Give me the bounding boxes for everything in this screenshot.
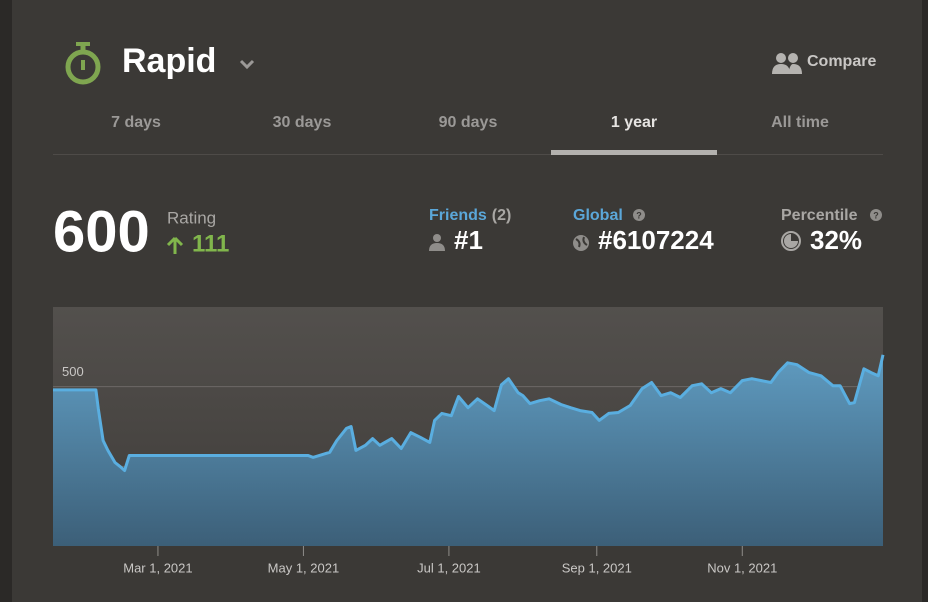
friends-rank: #1 [454, 225, 483, 255]
friends-label[interactable]: Friends [429, 207, 487, 224]
mode-title[interactable]: Rapid [122, 42, 216, 80]
help-icon[interactable]: ? [870, 209, 882, 221]
x-tick-label: May 1, 2021 [268, 560, 340, 575]
global-label[interactable]: Global [573, 207, 623, 224]
x-tick-label: Jul 1, 2021 [417, 560, 481, 575]
rapid-icon [65, 42, 101, 85]
x-tick-label: Nov 1, 2021 [707, 560, 777, 575]
rating-label: Rating [167, 208, 216, 227]
period-tab[interactable]: 30 days [273, 114, 332, 131]
period-tab[interactable]: All time [771, 114, 829, 131]
rating-value: 600 [53, 199, 150, 264]
active-tab-underline [551, 150, 717, 155]
rating-line [53, 354, 885, 472]
help-icon[interactable]: ? [633, 209, 645, 221]
percentile-value: 32% [810, 225, 862, 255]
svg-text:?: ? [873, 210, 879, 220]
friends-count[interactable]: (2) [492, 207, 512, 224]
period-tab[interactable]: 7 days [111, 114, 161, 131]
percentile-label: Percentile [781, 207, 858, 224]
friends-heading[interactable]: Friends (2) [429, 207, 511, 224]
pie-icon [781, 231, 801, 251]
dropdown-chevron[interactable] [239, 59, 255, 70]
global-rank: #6107224 [598, 225, 714, 255]
person-icon [429, 234, 445, 251]
x-tick-label: Mar 1, 2021 [123, 560, 192, 575]
globe-icon [573, 235, 589, 251]
rating-area [53, 354, 883, 546]
rating-change: 111 [192, 230, 229, 257]
svg-text:?: ? [636, 210, 642, 220]
period-tab[interactable]: 90 days [439, 114, 498, 131]
compare-icon[interactable] [772, 53, 802, 74]
period-tab[interactable]: 1 year [611, 114, 657, 131]
up-arrow [166, 236, 184, 254]
compare-button[interactable]: Compare [807, 53, 876, 70]
y-tick-label: 500 [62, 364, 84, 379]
x-tick-label: Sep 1, 2021 [562, 560, 632, 575]
